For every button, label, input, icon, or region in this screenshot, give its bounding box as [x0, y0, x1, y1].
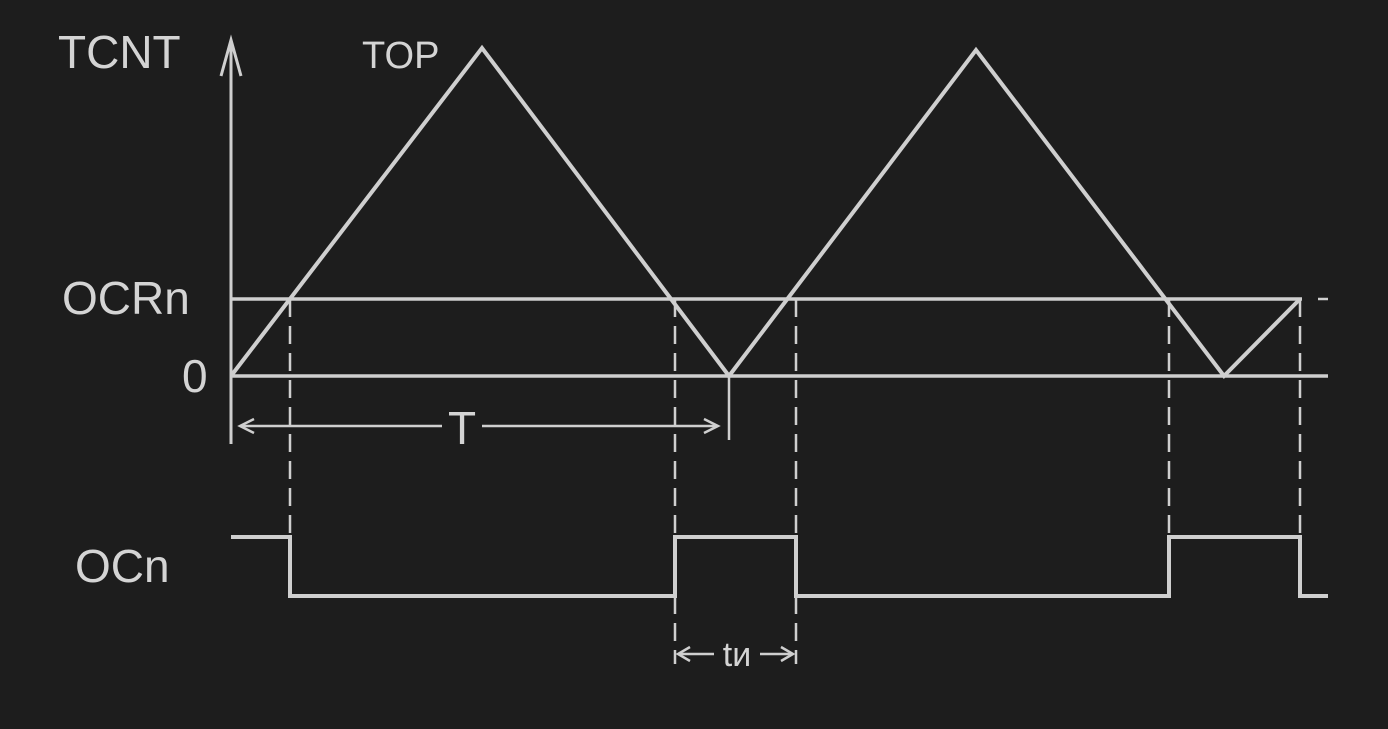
pulse-width-label: tи — [723, 636, 751, 674]
zero-label: 0 — [182, 350, 208, 402]
arrowhead-left — [237, 417, 255, 435]
period-dimension — [237, 376, 731, 440]
arrowhead-left — [675, 645, 691, 663]
projection-lines — [288, 299, 1302, 664]
ocn-label: OCn — [75, 540, 170, 592]
arrowhead-right — [780, 645, 796, 663]
arrowhead-right — [703, 417, 721, 435]
tcnt-triangle-waveform — [229, 44, 1302, 380]
top-label: TOP — [362, 35, 439, 77]
ocrn-label: OCRn — [62, 272, 190, 324]
tcnt-axis-label: TCNT — [58, 26, 181, 78]
ocn-output-waveform — [231, 535, 1328, 598]
tcnt-axis — [219, 34, 243, 444]
period-label: T — [448, 402, 476, 454]
pulse-width-dimension — [675, 645, 796, 663]
